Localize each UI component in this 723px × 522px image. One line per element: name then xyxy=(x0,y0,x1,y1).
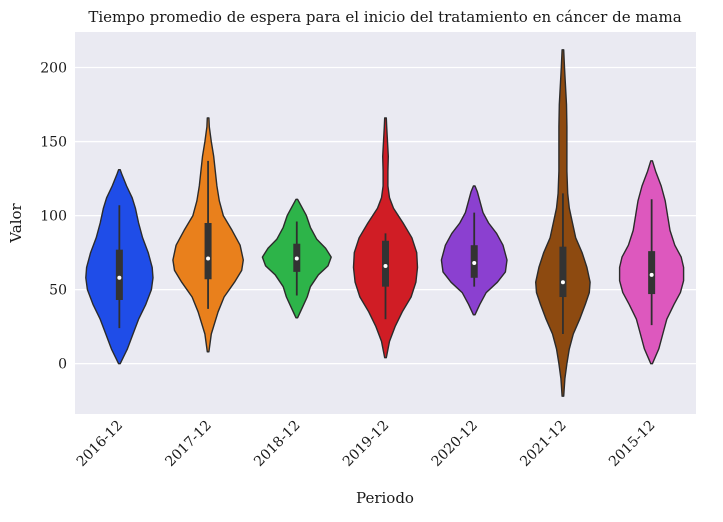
violin-iqr-box-2019-12 xyxy=(382,240,389,287)
y-axis-label: Valor xyxy=(7,202,25,243)
x-tick-label-2021-12: 2021-12 xyxy=(517,418,569,470)
x-axis-label: Periodo xyxy=(356,489,414,507)
violin-2017-12 xyxy=(172,117,244,353)
violins xyxy=(85,49,685,397)
violin-iqr-box-2021-12 xyxy=(559,246,567,298)
y-tick-label-0: 0 xyxy=(58,357,67,373)
violin-2020-12 xyxy=(440,185,508,316)
violin-median-2019-12 xyxy=(383,263,388,268)
chart-title: Tiempo promedio de espera para el inicio… xyxy=(88,8,681,26)
violin-2019-12 xyxy=(352,117,419,359)
violin-median-2017-12 xyxy=(206,256,211,261)
y-tick-label-200: 200 xyxy=(40,61,67,77)
violin-2018-12 xyxy=(261,198,332,319)
violin-median-2018-12 xyxy=(294,256,299,261)
violin-iqr-box-2015-12 xyxy=(648,251,656,295)
y-tick-labels: 0 50 100 150 200 xyxy=(40,61,67,373)
violin-2015-12 xyxy=(618,160,685,365)
x-tick-label-2019-12: 2019-12 xyxy=(340,418,392,470)
x-tick-label-2018-12: 2018-12 xyxy=(251,418,303,470)
violin-median-2015-12 xyxy=(649,272,654,277)
violin-2021-12 xyxy=(535,49,591,397)
violin-median-2021-12 xyxy=(560,280,565,285)
y-tick-label-100: 100 xyxy=(40,209,67,225)
violin-median-2020-12 xyxy=(472,260,477,265)
violin-2016-12 xyxy=(85,169,154,365)
x-tick-label-2015-12: 2015-12 xyxy=(606,418,658,470)
violin-iqr-box-2016-12 xyxy=(115,249,123,300)
violin-median-2016-12 xyxy=(117,275,122,280)
x-tick-label-2020-12: 2020-12 xyxy=(429,418,481,470)
y-tick-label-50: 50 xyxy=(49,283,67,299)
x-tick-label-2016-12: 2016-12 xyxy=(74,418,126,470)
violin-iqr-box-2017-12 xyxy=(204,223,212,280)
x-tick-labels: 2016-12 2017-12 2018-12 2019-12 2020-12 2021-… xyxy=(74,418,659,470)
x-tick-label-2017-12: 2017-12 xyxy=(162,418,214,470)
y-tick-label-150: 150 xyxy=(40,135,67,151)
